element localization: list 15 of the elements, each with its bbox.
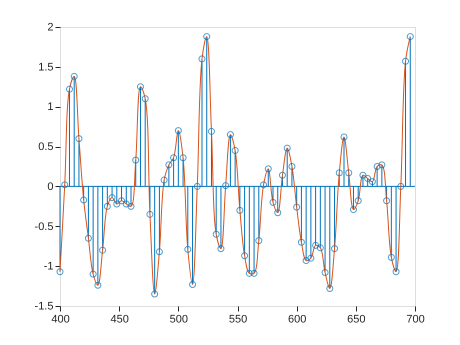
y-tick-label: -0.5 bbox=[34, 220, 54, 233]
y-tick-label: 0 bbox=[47, 180, 54, 193]
x-tick-label: 400 bbox=[51, 314, 70, 326]
y-tick-label: 2 bbox=[47, 22, 54, 34]
y-tick-label: 1.5 bbox=[38, 61, 54, 74]
y-tick-label: 0.5 bbox=[38, 141, 54, 154]
x-tick-label: 550 bbox=[228, 314, 248, 326]
x-tick-label: 650 bbox=[347, 314, 366, 326]
x-tick-label: 700 bbox=[406, 314, 425, 326]
x-tick-label: 450 bbox=[110, 314, 129, 326]
x-tick-label: 600 bbox=[288, 314, 306, 326]
x-tick-label: 500 bbox=[170, 314, 188, 326]
y-tick-label: -1.5 bbox=[34, 300, 54, 312]
y-tick-label: -1 bbox=[44, 260, 54, 273]
y-tick-label: 1 bbox=[47, 101, 54, 114]
